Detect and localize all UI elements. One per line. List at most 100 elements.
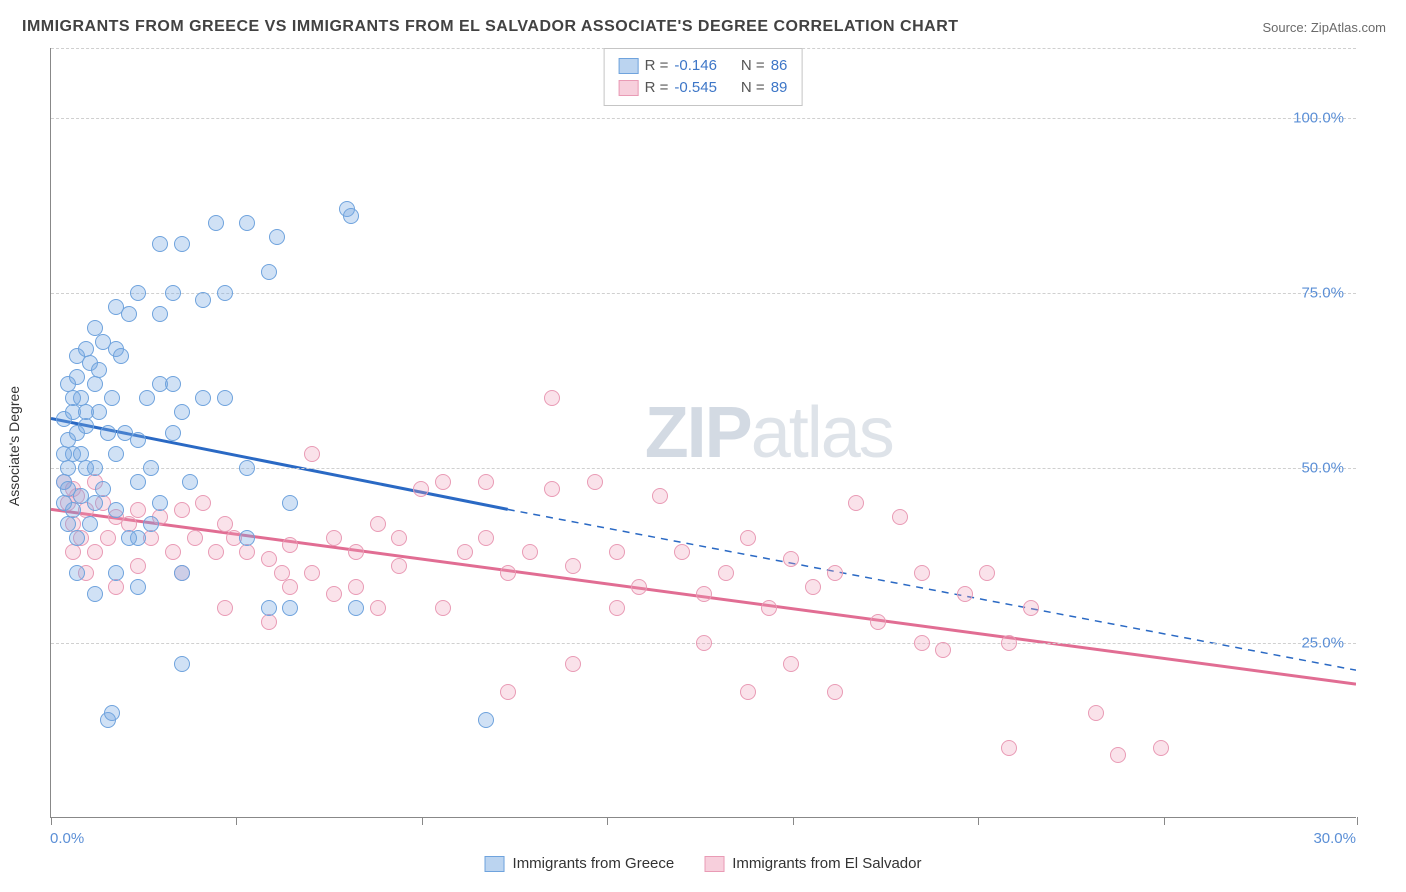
data-point bbox=[195, 390, 211, 406]
x-tick bbox=[1357, 817, 1358, 825]
data-point bbox=[269, 229, 285, 245]
data-point bbox=[130, 502, 146, 518]
data-point bbox=[370, 600, 386, 616]
data-point bbox=[108, 579, 124, 595]
legend-item: Immigrants from El Salvador bbox=[704, 855, 921, 872]
data-point bbox=[261, 614, 277, 630]
data-point bbox=[174, 656, 190, 672]
data-point bbox=[674, 544, 690, 560]
x-tick bbox=[422, 817, 423, 825]
x-tick bbox=[51, 817, 52, 825]
x-tick bbox=[793, 817, 794, 825]
source-attribution: Source: ZipAtlas.com bbox=[1262, 20, 1386, 35]
data-point bbox=[348, 600, 364, 616]
data-point bbox=[217, 600, 233, 616]
data-point bbox=[174, 404, 190, 420]
data-point bbox=[152, 236, 168, 252]
data-point bbox=[165, 376, 181, 392]
gridline bbox=[51, 118, 1356, 119]
stat-r-label: R = bbox=[645, 55, 669, 77]
data-point bbox=[87, 586, 103, 602]
swatch-icon bbox=[704, 856, 724, 872]
data-point bbox=[391, 558, 407, 574]
x-tick bbox=[607, 817, 608, 825]
data-point bbox=[522, 544, 538, 560]
data-point bbox=[261, 551, 277, 567]
data-point bbox=[631, 579, 647, 595]
data-point bbox=[130, 558, 146, 574]
legend-label: Immigrants from Greece bbox=[513, 855, 675, 872]
data-point bbox=[217, 285, 233, 301]
data-point bbox=[130, 579, 146, 595]
data-point bbox=[957, 586, 973, 602]
data-point bbox=[78, 404, 94, 420]
y-tick-label: 25.0% bbox=[1301, 635, 1344, 652]
stat-n-label: N = bbox=[741, 55, 765, 77]
data-point bbox=[108, 502, 124, 518]
x-tick bbox=[236, 817, 237, 825]
data-point bbox=[1110, 747, 1126, 763]
x-tick bbox=[978, 817, 979, 825]
data-point bbox=[239, 215, 255, 231]
data-point bbox=[282, 537, 298, 553]
data-point bbox=[348, 544, 364, 560]
data-point bbox=[108, 446, 124, 462]
stat-row: R = -0.146N = 86 bbox=[619, 55, 788, 77]
data-point bbox=[565, 656, 581, 672]
data-point bbox=[827, 684, 843, 700]
data-point bbox=[56, 495, 72, 511]
data-point bbox=[143, 460, 159, 476]
data-point bbox=[239, 530, 255, 546]
data-point bbox=[544, 390, 560, 406]
data-point bbox=[435, 600, 451, 616]
data-point bbox=[282, 579, 298, 595]
data-point bbox=[304, 446, 320, 462]
watermark: ZIPatlas bbox=[645, 392, 893, 474]
data-point bbox=[391, 530, 407, 546]
data-point bbox=[87, 495, 103, 511]
stat-n-label: N = bbox=[741, 77, 765, 99]
data-point bbox=[718, 565, 734, 581]
data-point bbox=[152, 495, 168, 511]
data-point bbox=[104, 705, 120, 721]
y-tick-label: 100.0% bbox=[1293, 110, 1344, 127]
data-point bbox=[87, 320, 103, 336]
legend-item: Immigrants from Greece bbox=[485, 855, 675, 872]
swatch-icon bbox=[485, 856, 505, 872]
data-point bbox=[65, 544, 81, 560]
y-tick-label: 50.0% bbox=[1301, 460, 1344, 477]
data-point bbox=[143, 516, 159, 532]
data-point bbox=[979, 565, 995, 581]
data-point bbox=[783, 551, 799, 567]
stat-r-value: -0.545 bbox=[674, 77, 717, 99]
data-point bbox=[457, 544, 473, 560]
data-point bbox=[870, 614, 886, 630]
data-point bbox=[740, 530, 756, 546]
stat-r-value: -0.146 bbox=[674, 55, 717, 77]
data-point bbox=[783, 656, 799, 672]
plot-area: ZIPatlas 25.0%50.0%75.0%100.0% bbox=[50, 48, 1356, 818]
data-point bbox=[343, 208, 359, 224]
data-point bbox=[761, 600, 777, 616]
data-point bbox=[478, 530, 494, 546]
data-point bbox=[139, 390, 155, 406]
data-point bbox=[100, 425, 116, 441]
data-point bbox=[239, 460, 255, 476]
x-axis-min-label: 0.0% bbox=[50, 830, 84, 847]
data-point bbox=[113, 348, 129, 364]
data-point bbox=[740, 684, 756, 700]
data-point bbox=[91, 362, 107, 378]
chart-title: IMMIGRANTS FROM GREECE VS IMMIGRANTS FRO… bbox=[22, 18, 959, 36]
data-point bbox=[935, 642, 951, 658]
data-point bbox=[1001, 740, 1017, 756]
x-axis-max-label: 30.0% bbox=[1313, 830, 1356, 847]
data-point bbox=[108, 299, 124, 315]
series-legend: Immigrants from Greece Immigrants from El… bbox=[485, 855, 922, 872]
data-point bbox=[82, 516, 98, 532]
data-point bbox=[914, 635, 930, 651]
data-point bbox=[174, 565, 190, 581]
data-point bbox=[69, 530, 85, 546]
data-point bbox=[587, 474, 603, 490]
data-point bbox=[60, 376, 76, 392]
data-point bbox=[370, 516, 386, 532]
